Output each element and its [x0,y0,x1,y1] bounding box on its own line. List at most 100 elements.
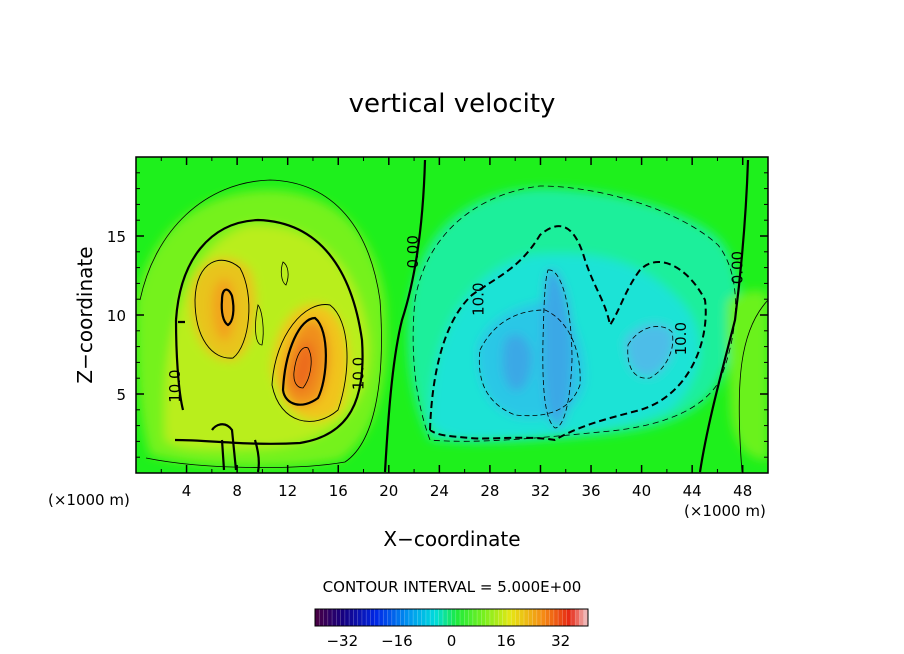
colorbar-cell [485,609,491,626]
colorbar-cell [315,609,320,626]
colorbar-cell [447,609,452,626]
colorbar-cell [455,609,461,626]
colorbar-cell [421,609,427,626]
contour-lines [139,159,768,473]
colorbar-cell [438,609,444,626]
contour-interval-text: CONTOUR INTERVAL = 5.000E+00 [323,578,582,596]
contour-labels: 10.0 10.0 0.00 10.0 10.0 0.00 [166,235,746,403]
colorbar-cell [545,609,551,626]
colorbar [315,609,589,626]
colorbar-cell [400,609,406,626]
colorbar-tick-label: −16 [381,632,413,650]
colorbar-cell [541,609,546,626]
colorbar-cell [327,609,333,626]
colorbar-cell [506,609,512,626]
colorbar-tick-label: 32 [551,632,570,650]
plot-area [136,157,768,473]
colorbar-cell [336,609,342,626]
colorbar-cell [579,609,585,626]
colorbar-cell [511,609,516,626]
colorbar-cell [464,609,470,626]
x-tick-label: 4 [182,482,192,500]
colorbar-cell [425,609,431,626]
colorbar-cell [408,609,414,626]
colorbar-cell [323,609,329,626]
x-tick-label: 44 [683,482,702,500]
colorbar-cell [387,609,393,626]
x-tick-label: 28 [480,482,499,500]
contour-label: 10.0 [166,369,184,402]
x-tick-label: 12 [278,482,297,500]
colorbar-cell [553,609,559,626]
colorbar-cell [472,609,478,626]
colorbar-cell [558,609,563,626]
y-tick-label: 5 [116,386,126,404]
colorbar-cell [519,609,525,626]
colorbar-cell [378,609,384,626]
colorbar-cell [319,609,325,626]
colorbar-cell [332,609,337,626]
colorbar-cell [494,609,499,626]
chart-title: vertical velocity [349,89,556,119]
colorbar-cell [442,609,448,626]
colorbar-cell [340,609,346,626]
colorbar-cell [366,609,371,626]
x-unit-left: (×1000 m) [48,491,130,509]
colorbar-cell [361,609,367,626]
colorbar-cell [460,609,465,626]
colorbar-cell [536,609,542,626]
x-tick-label: 8 [232,482,242,500]
color-field [136,188,768,467]
colorbar-cell [413,609,418,626]
colorbar-cell [370,609,376,626]
colorbar-cell [481,609,487,626]
colorbar-cell [451,609,457,626]
x-tick-label: 16 [329,482,348,500]
contour-label: 10.0 [470,282,488,315]
contour-label: 10.0 [350,357,368,390]
colorbar-cell [391,609,397,626]
colorbar-ticks: −32 −16 0 16 32 [326,632,570,650]
y-ticks: 5 10 15 [107,172,768,458]
colorbar-cell [515,609,521,626]
colorbar-cell [583,609,589,626]
y-tick-label: 10 [107,307,126,325]
contour-label: 10.0 [672,322,690,355]
colorbar-cell [374,609,380,626]
colorbar-cell [524,609,529,626]
x-tick-label: 48 [733,482,752,500]
colorbar-cell [357,609,363,626]
colorbar-cell [532,609,538,626]
colorbar-cell [430,609,435,626]
contour-label: 0.00 [404,235,422,268]
colorbar-cell [562,609,568,626]
x-axis-label: X−coordinate [383,527,520,551]
colorbar-tick-label: 16 [497,632,516,650]
colorbar-cell [477,609,482,626]
y-axis-label: Z−coordinate [73,246,97,383]
colorbar-cell [349,609,354,626]
colorbar-frame [314,608,589,627]
colorbar-cell [353,609,359,626]
colorbar-tick-label: −32 [326,632,358,650]
colorbar-cell [528,609,534,626]
colorbar-cell [502,609,508,626]
colorbar-cell [404,609,410,626]
x-tick-label: 40 [632,482,651,500]
colorbar-cell [566,609,572,626]
colorbar-cell [498,609,504,626]
x-unit-right: (×1000 m) [684,502,766,520]
colorbar-cell [468,609,474,626]
x-tick-label: 36 [581,482,600,500]
colorbar-cell [489,609,495,626]
x-tick-label: 32 [531,482,550,500]
colorbar-cell [383,609,389,626]
x-tick-label: 20 [379,482,398,500]
colorbar-cell [344,609,350,626]
colorbar-cell [570,609,576,626]
y-tick-label: 15 [107,228,126,246]
colorbar-tick-label: 0 [447,632,457,650]
colorbar-cell [575,609,580,626]
x-ticks: 4 8 12 16 20 24 28 32 36 40 44 48 [160,157,752,500]
